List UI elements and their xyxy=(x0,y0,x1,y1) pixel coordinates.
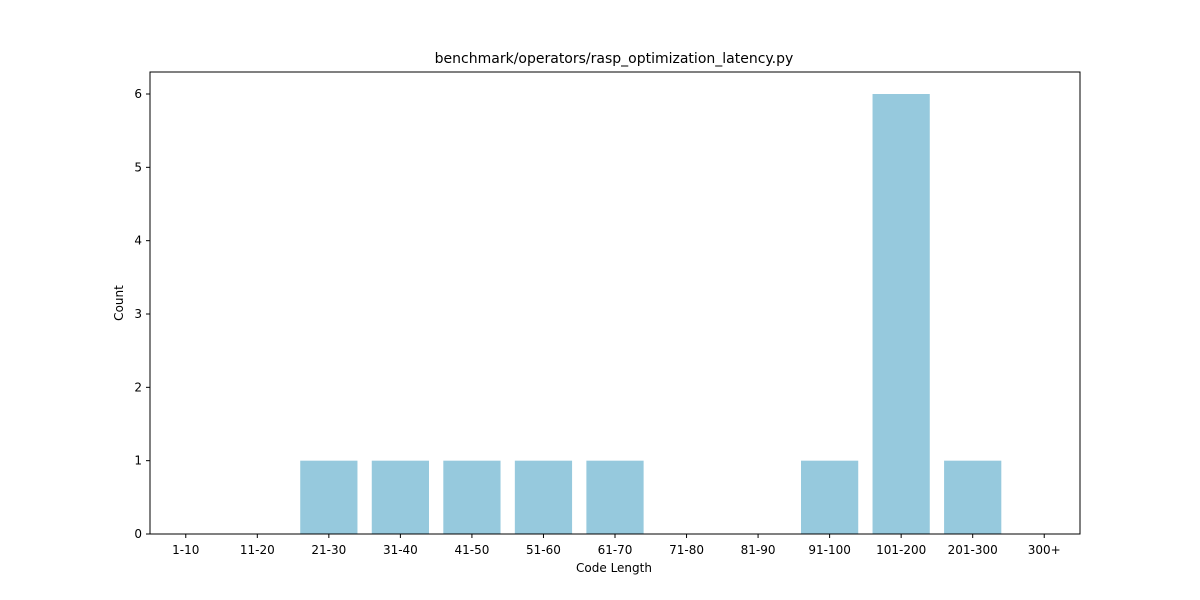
x-tick-label: 101-200 xyxy=(876,543,926,557)
y-axis-label: Count xyxy=(112,285,126,321)
x-tick-label: 31-40 xyxy=(383,543,418,557)
y-tick-label: 6 xyxy=(134,87,142,101)
x-tick-label: 81-90 xyxy=(741,543,776,557)
y-tick-label: 3 xyxy=(134,307,142,321)
y-tick-label: 2 xyxy=(134,380,142,394)
x-tick-label: 61-70 xyxy=(598,543,633,557)
bar-201-300 xyxy=(944,460,1002,534)
y-tick-label: 0 xyxy=(134,527,142,541)
bar-101-200 xyxy=(872,94,930,534)
bar-21-30 xyxy=(300,460,358,534)
x-tick-label: 201-300 xyxy=(948,543,998,557)
y-tick-label: 4 xyxy=(134,234,142,248)
x-axis: 1-10 11-20 21-30 31-40 41-50 51-60 61-70 71-80 8… xyxy=(172,534,1061,557)
bar-61-70 xyxy=(586,460,644,534)
x-tick-label: 41-50 xyxy=(454,543,489,557)
x-tick-label: 51-60 xyxy=(526,543,561,557)
y-tick-label: 1 xyxy=(134,454,142,468)
bar-51-60 xyxy=(514,460,573,534)
y-tick-label: 5 xyxy=(134,160,142,174)
x-tick-label: 300+ xyxy=(1028,543,1061,557)
bar-41-50 xyxy=(443,460,501,534)
y-axis: 0 1 2 3 4 5 6 xyxy=(134,87,150,541)
x-tick-label: 91-100 xyxy=(808,543,851,557)
x-tick-label: 11-20 xyxy=(240,543,275,557)
x-tick-label: 1-10 xyxy=(172,543,199,557)
bar-31-40 xyxy=(371,460,429,534)
bar-91-100 xyxy=(801,460,859,534)
x-tick-label: 71-80 xyxy=(669,543,704,557)
x-tick-label: 21-30 xyxy=(311,543,346,557)
x-axis-label: Code Length xyxy=(576,561,652,575)
chart-title: benchmark/operators/rasp_optimization_la… xyxy=(435,51,794,67)
bars-group xyxy=(300,94,1002,534)
